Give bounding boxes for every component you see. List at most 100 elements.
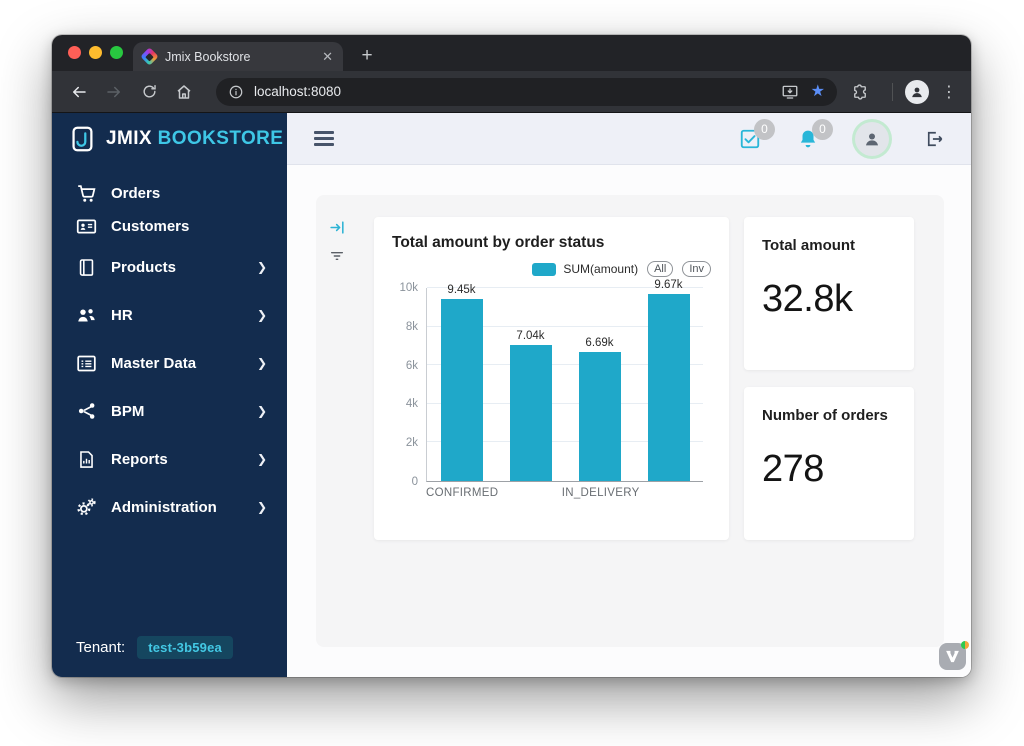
forward-button[interactable] — [101, 79, 127, 105]
sidebar-item-label: Administration — [111, 498, 217, 516]
legend-button-inv[interactable]: Inv — [682, 261, 711, 277]
sidebar-item-administration[interactable]: Administration ❯ — [52, 483, 287, 531]
window-controls — [68, 46, 123, 59]
logo-text: JMIX BOOKSTORE — [106, 128, 283, 150]
gridline — [427, 325, 703, 327]
tab-title: Jmix Bookstore — [165, 49, 251, 64]
expand-panel-icon[interactable] — [329, 219, 346, 236]
new-tab-button[interactable]: + — [361, 45, 373, 66]
jmix-book-logo-icon — [72, 126, 93, 152]
profile-person-icon — [912, 87, 922, 97]
vaadin-devtools-button[interactable] — [939, 641, 969, 670]
home-button[interactable] — [171, 79, 197, 105]
gridline — [427, 364, 703, 366]
url-bar[interactable]: localhost:8080 ★ — [216, 77, 837, 106]
logo-primary: JMIX — [106, 128, 152, 149]
extensions-icon[interactable] — [847, 79, 873, 105]
bar-slot: 7.04k — [496, 288, 565, 481]
kpi-value: 32.8k — [762, 278, 853, 320]
browser-titlebar: Jmix Bookstore ✕ + — [52, 35, 971, 71]
gears-icon — [76, 497, 97, 518]
filter-icon[interactable] — [329, 248, 345, 264]
kpi-title: Number of orders — [762, 407, 888, 424]
chevron-right-icon: ❯ — [256, 404, 267, 418]
chevron-right-icon: ❯ — [256, 260, 267, 274]
sidebar-item-customers[interactable]: Customers — [52, 210, 287, 243]
browser-menu-button[interactable]: ⋮ — [941, 83, 957, 101]
table-list-icon — [76, 353, 97, 374]
sidebar-item-label: HR — [111, 306, 133, 324]
sidebar-item-label: BPM — [111, 402, 145, 420]
browser-window: Jmix Bookstore ✕ + localhost:8080 ★ — [52, 35, 971, 677]
sidebar-item-orders[interactable]: Orders — [52, 177, 287, 210]
tasks-count-badge: 0 — [754, 118, 775, 140]
bar-slot: 9.67k — [634, 279, 703, 481]
y-tick-label: 8k — [405, 320, 418, 333]
browser-tab[interactable]: Jmix Bookstore ✕ — [133, 42, 343, 71]
tenant-value-badge: test-3b59ea — [137, 636, 233, 659]
back-button[interactable] — [66, 79, 92, 105]
fullscreen-window-button[interactable] — [110, 46, 123, 59]
chevron-right-icon: ❯ — [256, 356, 267, 370]
bell-icon — [800, 130, 816, 147]
minimize-window-button[interactable] — [89, 46, 102, 59]
menu-toggle-button[interactable] — [314, 131, 334, 146]
browser-profile-button[interactable] — [905, 79, 929, 104]
chart-y-axis: 0 2k 4k 6k 8k 10k — [392, 282, 426, 488]
bar-value-label: 9.67k — [654, 279, 683, 292]
x-axis-label — [498, 487, 561, 499]
chart-x-labels: CONFIRMED IN_DELIVERY — [426, 487, 703, 499]
install-app-icon[interactable] — [781, 83, 799, 101]
user-avatar-button[interactable] — [855, 121, 889, 156]
site-info-icon[interactable] — [228, 84, 244, 100]
total-amount-card: Total amount 32.8k — [744, 217, 914, 370]
sidebar-item-hr[interactable]: HR ❯ — [52, 291, 287, 339]
sidebar-item-products[interactable]: Products ❯ — [52, 243, 287, 291]
chevron-right-icon: ❯ — [256, 500, 267, 514]
dashboard-tools — [322, 219, 352, 264]
close-tab-icon[interactable]: ✕ — [322, 49, 333, 64]
id-card-icon — [76, 216, 97, 237]
jmix-favicon-icon — [140, 47, 159, 66]
bar — [647, 294, 690, 481]
sidebar-item-master-data[interactable]: Master Data ❯ — [52, 339, 287, 387]
bookmark-star-icon[interactable]: ★ — [810, 82, 825, 100]
y-tick-label: 10k — [399, 282, 418, 294]
book-icon — [76, 257, 97, 278]
bar — [440, 298, 483, 481]
browser-toolbar: localhost:8080 ★ ⋮ — [52, 71, 971, 113]
devtools-status-dot — [961, 641, 969, 649]
app-header: 0 0 — [287, 113, 971, 165]
vaadin-logo-icon — [946, 650, 959, 663]
tasks-button[interactable]: 0 — [739, 118, 775, 150]
number-of-orders-card: Number of orders 278 — [744, 387, 914, 540]
notifications-button[interactable]: 0 — [797, 118, 833, 150]
bar — [509, 345, 552, 481]
dashboard-panel: Total amount by order status SUM(amount)… — [316, 195, 944, 647]
chart-plot: 9.45k 7.04k 6.69k 9.67k — [426, 279, 703, 482]
tenant-row: Tenant: test-3b59ea — [52, 636, 287, 677]
sidebar-item-label: Orders — [111, 185, 161, 202]
url-text[interactable]: localhost:8080 — [254, 84, 342, 99]
sidebar-item-label: Master Data — [111, 354, 197, 372]
sidebar-item-bpm[interactable]: BPM ❯ — [52, 387, 287, 435]
y-tick-label: 6k — [405, 359, 418, 372]
share-nodes-icon — [76, 401, 97, 422]
bar-value-label: 7.04k — [516, 330, 545, 343]
chevron-right-icon: ❯ — [256, 452, 267, 466]
gridline — [427, 287, 703, 288]
close-window-button[interactable] — [68, 46, 81, 59]
notifications-count-badge: 0 — [812, 118, 833, 140]
tenant-label: Tenant: — [76, 639, 126, 656]
logout-icon[interactable] — [925, 129, 945, 149]
sidebar-item-label: Customers — [111, 218, 190, 235]
reload-button[interactable] — [136, 79, 162, 105]
legend-series-label: SUM(amount) — [563, 262, 639, 276]
y-tick-label: 2k — [405, 437, 418, 450]
sidebar-item-reports[interactable]: Reports ❯ — [52, 435, 287, 483]
chart-title: Total amount by order status — [392, 234, 605, 251]
legend-button-all[interactable]: All — [647, 261, 674, 277]
kpi-value: 278 — [762, 448, 824, 490]
users-icon — [76, 305, 97, 326]
bar-value-label: 6.69k — [585, 336, 614, 349]
